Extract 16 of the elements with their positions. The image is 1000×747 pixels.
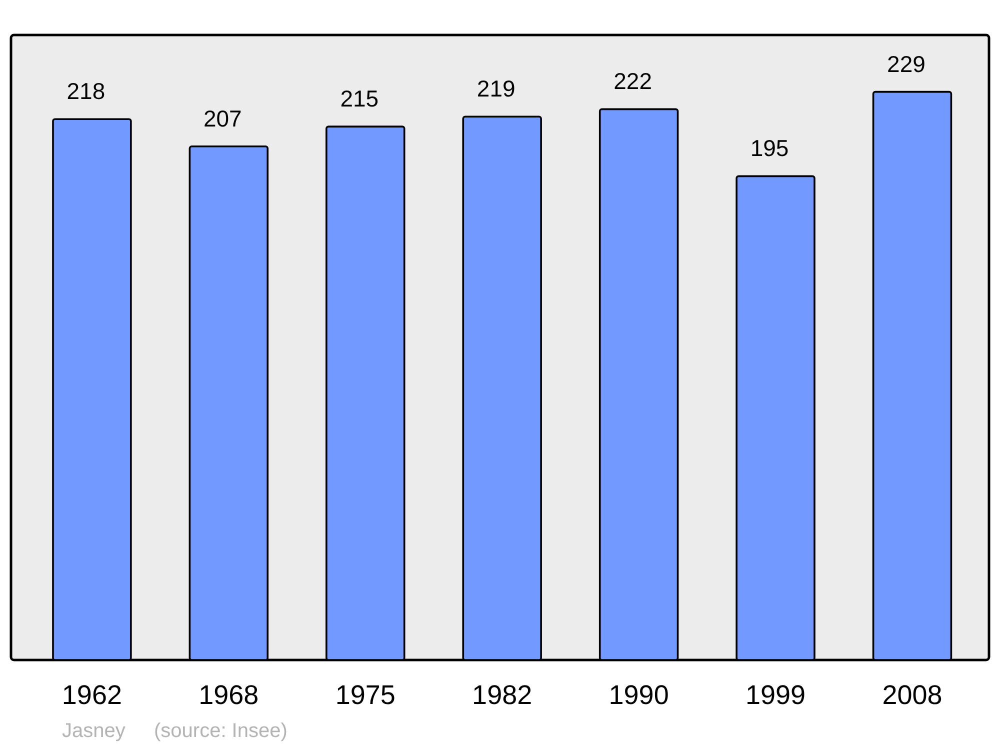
- x-tick-label: 1968: [198, 680, 259, 710]
- x-tick-label: 1990: [608, 680, 669, 710]
- x-tick-label: 1962: [62, 680, 122, 710]
- data-label: 218: [66, 78, 106, 104]
- data-label: 229: [887, 50, 926, 77]
- text: Jasney: [62, 720, 126, 742]
- x-tick-label: 1982: [472, 680, 532, 710]
- x-tick-label: 1975: [335, 680, 396, 710]
- x-tick-label: 1999: [745, 680, 806, 710]
- text: (source: Insee): [154, 720, 288, 742]
- x-tick-label: 2008: [882, 680, 942, 710]
- data-label: 222: [614, 68, 652, 94]
- data-label: 219: [476, 76, 516, 102]
- data-label: 195: [750, 135, 789, 162]
- data-label: 207: [203, 105, 242, 132]
- data-label: 215: [340, 86, 379, 112]
